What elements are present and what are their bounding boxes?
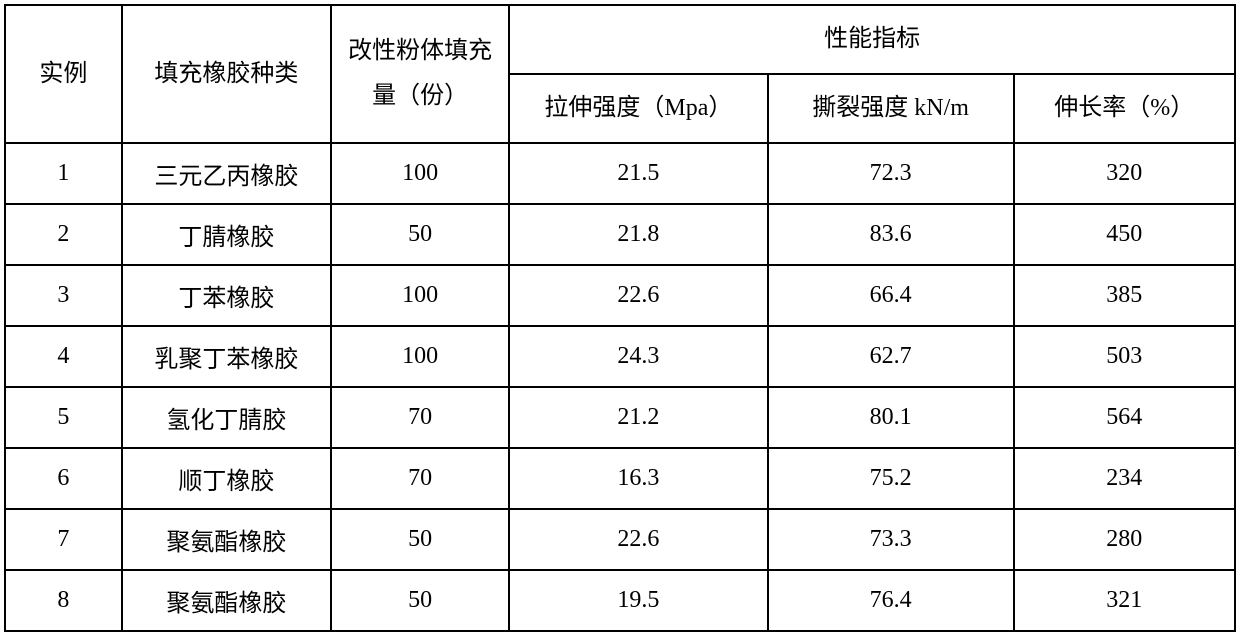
cell-type: 乳聚丁苯橡胶 <box>122 326 331 387</box>
table-row: 8 聚氨酯橡胶 50 19.5 76.4 321 <box>5 570 1235 631</box>
cell-id: 4 <box>5 326 122 387</box>
cell-tear: 72.3 <box>768 143 1014 204</box>
cell-fill: 100 <box>331 326 509 387</box>
header-tensile: 拉伸强度（Mpa） <box>509 74 767 143</box>
cell-fill: 70 <box>331 387 509 448</box>
cell-tear: 62.7 <box>768 326 1014 387</box>
cell-tear: 76.4 <box>768 570 1014 631</box>
header-performance-group: 性能指标 <box>509 5 1235 74</box>
cell-elongation: 450 <box>1014 204 1235 265</box>
cell-elongation: 564 <box>1014 387 1235 448</box>
cell-id: 5 <box>5 387 122 448</box>
cell-id: 6 <box>5 448 122 509</box>
cell-id: 7 <box>5 509 122 570</box>
cell-tensile: 21.8 <box>509 204 767 265</box>
cell-elongation: 503 <box>1014 326 1235 387</box>
cell-type: 丁苯橡胶 <box>122 265 331 326</box>
cell-fill: 100 <box>331 265 509 326</box>
header-example: 实例 <box>5 5 122 143</box>
cell-type: 氢化丁腈胶 <box>122 387 331 448</box>
cell-id: 3 <box>5 265 122 326</box>
cell-fill: 50 <box>331 204 509 265</box>
cell-id: 2 <box>5 204 122 265</box>
header-row-1: 实例 填充橡胶种类 改性粉体填充量（份） 性能指标 <box>5 5 1235 74</box>
table-row: 6 顺丁橡胶 70 16.3 75.2 234 <box>5 448 1235 509</box>
cell-elongation: 320 <box>1014 143 1235 204</box>
cell-type: 聚氨酯橡胶 <box>122 509 331 570</box>
cell-tear: 66.4 <box>768 265 1014 326</box>
cell-type: 聚氨酯橡胶 <box>122 570 331 631</box>
cell-tensile: 22.6 <box>509 509 767 570</box>
cell-tensile: 22.6 <box>509 265 767 326</box>
cell-type: 丁腈橡胶 <box>122 204 331 265</box>
table-body: 1 三元乙丙橡胶 100 21.5 72.3 320 2 丁腈橡胶 50 21.… <box>5 143 1235 631</box>
cell-tear: 83.6 <box>768 204 1014 265</box>
cell-tensile: 21.5 <box>509 143 767 204</box>
cell-fill: 70 <box>331 448 509 509</box>
cell-fill: 50 <box>331 570 509 631</box>
cell-id: 1 <box>5 143 122 204</box>
table-row: 5 氢化丁腈胶 70 21.2 80.1 564 <box>5 387 1235 448</box>
cell-tensile: 21.2 <box>509 387 767 448</box>
cell-tensile: 19.5 <box>509 570 767 631</box>
table-row: 1 三元乙丙橡胶 100 21.5 72.3 320 <box>5 143 1235 204</box>
header-elongation: 伸长率（%） <box>1014 74 1235 143</box>
cell-elongation: 280 <box>1014 509 1235 570</box>
cell-fill: 100 <box>331 143 509 204</box>
header-tear: 撕裂强度 kN/m <box>768 74 1014 143</box>
cell-tear: 80.1 <box>768 387 1014 448</box>
cell-type: 三元乙丙橡胶 <box>122 143 331 204</box>
header-rubber-type: 填充橡胶种类 <box>122 5 331 143</box>
cell-tear: 75.2 <box>768 448 1014 509</box>
header-fill-amount: 改性粉体填充量（份） <box>331 5 509 143</box>
cell-tear: 73.3 <box>768 509 1014 570</box>
cell-tensile: 24.3 <box>509 326 767 387</box>
cell-type: 顺丁橡胶 <box>122 448 331 509</box>
table-row: 4 乳聚丁苯橡胶 100 24.3 62.7 503 <box>5 326 1235 387</box>
cell-elongation: 234 <box>1014 448 1235 509</box>
cell-id: 8 <box>5 570 122 631</box>
table-row: 2 丁腈橡胶 50 21.8 83.6 450 <box>5 204 1235 265</box>
cell-elongation: 321 <box>1014 570 1235 631</box>
table-row: 7 聚氨酯橡胶 50 22.6 73.3 280 <box>5 509 1235 570</box>
rubber-properties-table: 实例 填充橡胶种类 改性粉体填充量（份） 性能指标 拉伸强度（Mpa） 撕裂强度… <box>4 4 1236 632</box>
cell-elongation: 385 <box>1014 265 1235 326</box>
cell-fill: 50 <box>331 509 509 570</box>
cell-tensile: 16.3 <box>509 448 767 509</box>
table-row: 3 丁苯橡胶 100 22.6 66.4 385 <box>5 265 1235 326</box>
